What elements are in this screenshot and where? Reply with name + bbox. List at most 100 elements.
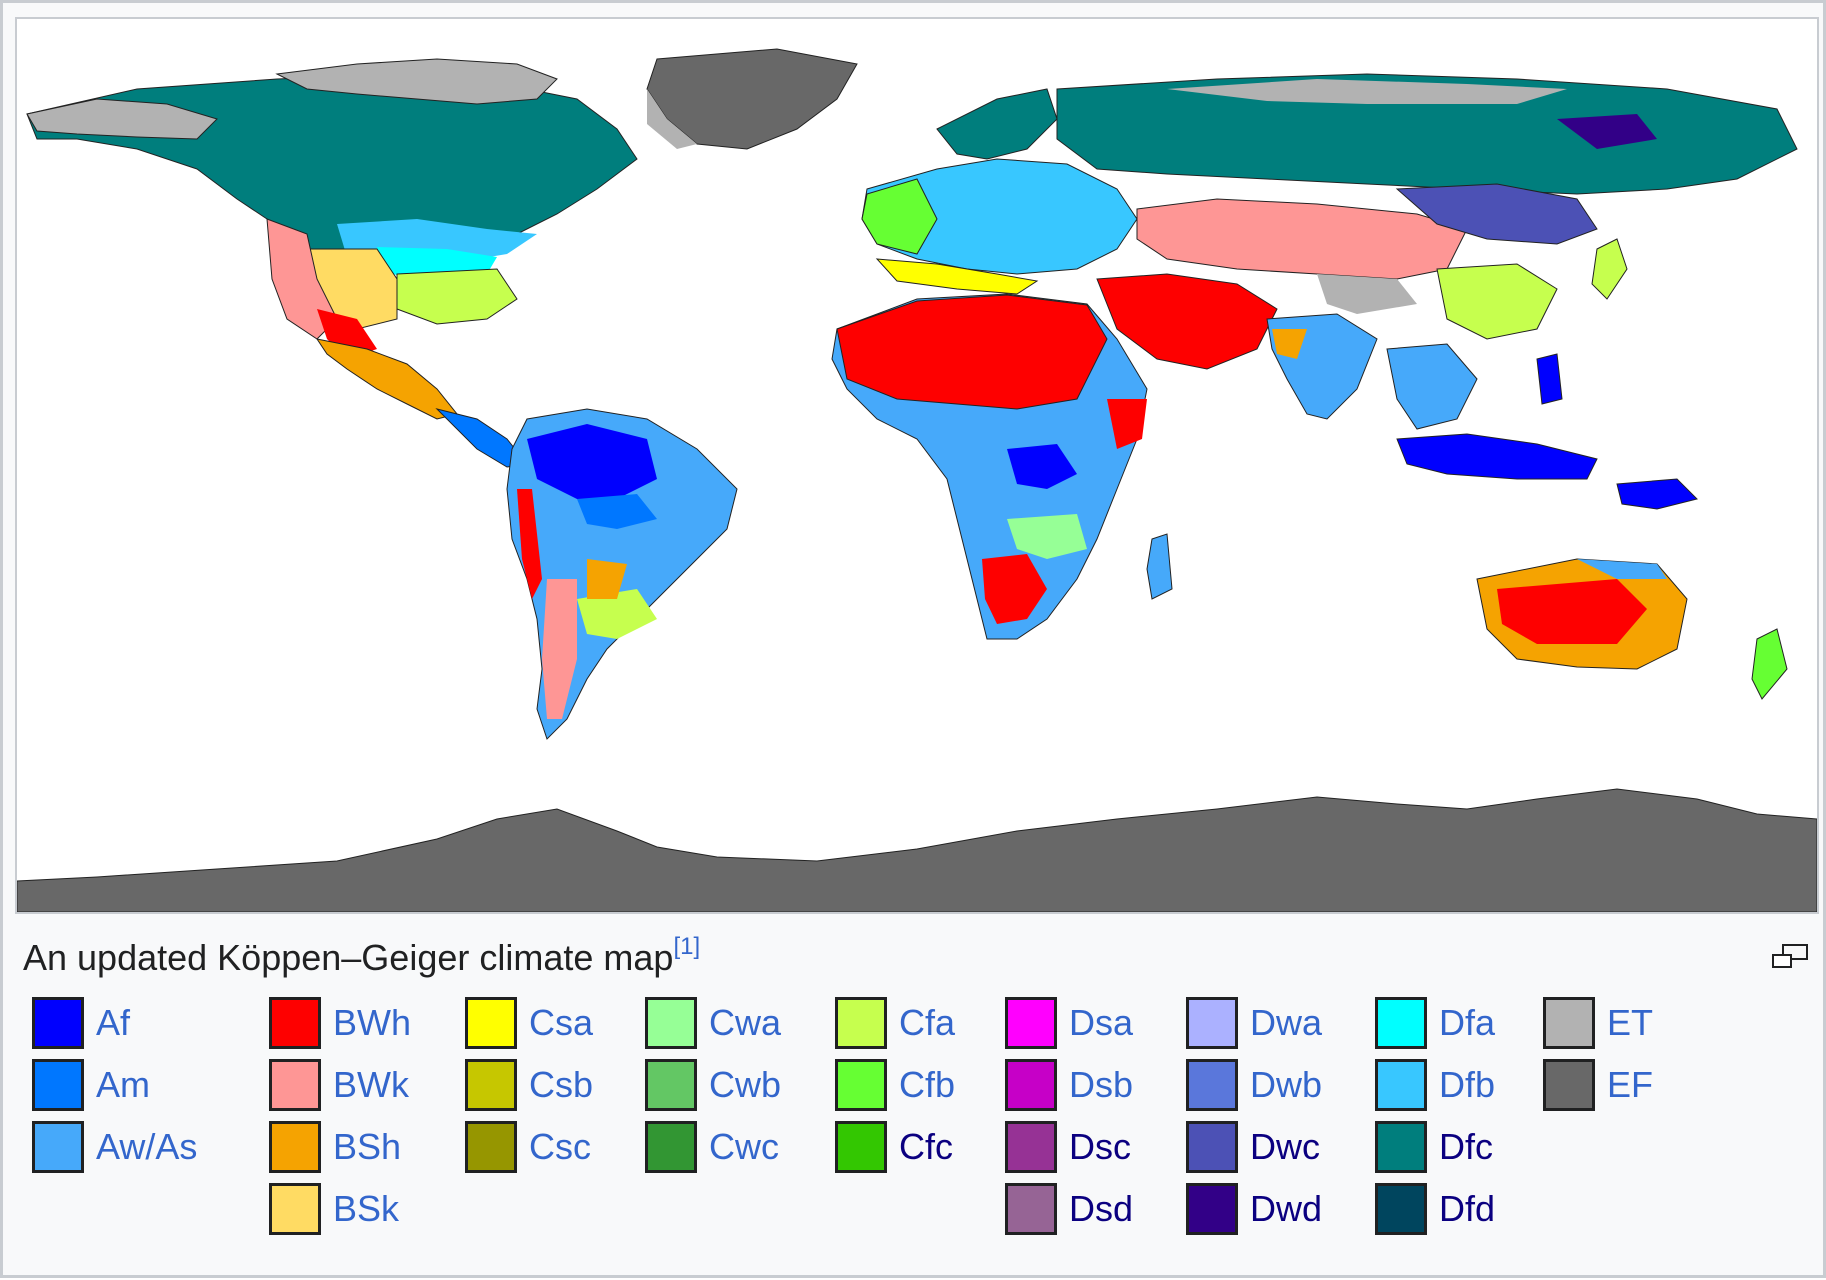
legend-label[interactable]: Dsa bbox=[1069, 1002, 1134, 1043]
new-guinea bbox=[1616, 478, 1698, 510]
climate-map[interactable] bbox=[15, 17, 1819, 914]
legend-label[interactable]: Dsb bbox=[1069, 1064, 1134, 1105]
legend-label[interactable]: Am bbox=[96, 1064, 150, 1105]
legend-item-dsa[interactable]: Dsa bbox=[1005, 995, 1133, 1051]
legend-label[interactable]: Dfc bbox=[1439, 1126, 1493, 1167]
legend-swatch bbox=[465, 1121, 517, 1173]
australia-bwh bbox=[1497, 579, 1647, 644]
legend-swatch bbox=[269, 1121, 321, 1173]
patagonia-bwk bbox=[542, 579, 577, 719]
legend-item-bsk[interactable]: BSk bbox=[269, 1181, 399, 1237]
legend-item-csa[interactable]: Csa bbox=[465, 995, 593, 1051]
legend-label[interactable]: Csa bbox=[529, 1002, 594, 1043]
east-asia-cfa bbox=[1436, 263, 1558, 340]
antarctica bbox=[17, 788, 1817, 912]
mongolia-dwb bbox=[1395, 183, 1598, 245]
world-map-svg bbox=[17, 48, 1817, 912]
legend-item-dsc[interactable]: Dsc bbox=[1005, 1119, 1131, 1175]
legend-item-dfd[interactable]: Dfd bbox=[1375, 1181, 1495, 1237]
europe-cfb bbox=[861, 178, 938, 255]
australia-aw bbox=[1577, 559, 1667, 579]
legend-item-cfc[interactable]: Cfc bbox=[835, 1119, 953, 1175]
legend-label[interactable]: Cfb bbox=[899, 1064, 956, 1105]
sa-bsh bbox=[587, 559, 627, 599]
legend-swatch bbox=[32, 1121, 84, 1173]
new-zealand bbox=[1751, 628, 1788, 700]
legend-swatch bbox=[1375, 997, 1427, 1049]
legend-item-dwc[interactable]: Dwc bbox=[1186, 1119, 1320, 1175]
legend-item-af[interactable]: Af bbox=[32, 995, 130, 1051]
legend-label[interactable]: Cfa bbox=[899, 1002, 956, 1043]
siberia-dwd bbox=[1557, 114, 1657, 149]
legend-label[interactable]: Cwc bbox=[709, 1126, 779, 1167]
legend-item-cfa[interactable]: Cfa bbox=[835, 995, 955, 1051]
madagascar bbox=[1146, 533, 1173, 600]
legend-label[interactable]: ET bbox=[1607, 1002, 1654, 1043]
india-bsh bbox=[1272, 329, 1307, 359]
legend-item-bsh[interactable]: BSh bbox=[269, 1119, 401, 1175]
legend-label[interactable]: BWk bbox=[333, 1064, 409, 1105]
legend-label[interactable]: Csb bbox=[529, 1064, 594, 1105]
legend-item-dwd[interactable]: Dwd bbox=[1186, 1181, 1322, 1237]
legend-label[interactable]: BSk bbox=[333, 1188, 400, 1229]
legend-label[interactable]: Aw/As bbox=[96, 1126, 198, 1167]
legend-label[interactable]: Dfb bbox=[1439, 1064, 1496, 1105]
legend-item-dfb[interactable]: Dfb bbox=[1375, 1057, 1495, 1113]
legend-item-dfc[interactable]: Dfc bbox=[1375, 1119, 1493, 1175]
legend-item-bwk[interactable]: BWk bbox=[269, 1057, 409, 1113]
legend-label[interactable]: BSh bbox=[333, 1126, 402, 1167]
legend-item-dsd[interactable]: Dsd bbox=[1005, 1181, 1133, 1237]
legend-item-cwc[interactable]: Cwc bbox=[645, 1119, 779, 1175]
japan bbox=[1591, 238, 1628, 300]
legend-swatch bbox=[1005, 1183, 1057, 1235]
legend-label[interactable]: EF bbox=[1607, 1064, 1654, 1105]
legend-item-dwa[interactable]: Dwa bbox=[1186, 995, 1322, 1051]
legend-item-bwh[interactable]: BWh bbox=[269, 995, 411, 1051]
figure-caption: An updated Köppen–Geiger climate map[1] bbox=[23, 933, 701, 979]
legend-label[interactable]: Dsc bbox=[1069, 1126, 1131, 1167]
legend-item-dfa[interactable]: Dfa bbox=[1375, 995, 1495, 1051]
mexico bbox=[315, 338, 458, 420]
legend-label[interactable]: Cwb bbox=[709, 1064, 782, 1105]
legend-item-am[interactable]: Am bbox=[32, 1057, 150, 1113]
legend-item-cwa[interactable]: Cwa bbox=[645, 995, 781, 1051]
legend-label[interactable]: Dwc bbox=[1250, 1126, 1320, 1167]
legend-swatch bbox=[465, 997, 517, 1049]
tibet-et bbox=[1317, 274, 1417, 314]
legend-swatch bbox=[1186, 997, 1238, 1049]
legend-label[interactable]: Cfc bbox=[899, 1126, 953, 1167]
amazon-af bbox=[527, 424, 657, 499]
legend-item-et[interactable]: ET bbox=[1543, 995, 1653, 1051]
mediterranean-csa bbox=[875, 258, 1039, 295]
enlarge-icon[interactable] bbox=[1771, 943, 1809, 971]
legend-item-cwb[interactable]: Cwb bbox=[645, 1057, 781, 1113]
legend-label[interactable]: Csc bbox=[529, 1126, 591, 1167]
horn-bwh bbox=[1107, 399, 1147, 449]
legend-item-aw-as[interactable]: Aw/As bbox=[32, 1119, 197, 1175]
legend-label[interactable]: Af bbox=[96, 1002, 131, 1043]
legend-label[interactable]: Cwa bbox=[709, 1002, 782, 1043]
legend-label[interactable]: Dfa bbox=[1439, 1002, 1496, 1043]
arctic-asia bbox=[1167, 79, 1567, 104]
legend-label[interactable]: BWh bbox=[333, 1002, 412, 1043]
central-asia-bwk bbox=[1136, 198, 1468, 280]
southern-africa-cwa bbox=[1007, 514, 1087, 559]
legend-swatch bbox=[835, 997, 887, 1049]
legend-label[interactable]: Dsd bbox=[1069, 1188, 1134, 1229]
legend-label[interactable]: Dfd bbox=[1439, 1188, 1496, 1229]
legend-label[interactable]: Dwd bbox=[1250, 1188, 1323, 1229]
reference-link[interactable]: [1] bbox=[673, 933, 701, 960]
greenland-coast bbox=[647, 89, 697, 149]
legend-item-dsb[interactable]: Dsb bbox=[1005, 1057, 1133, 1113]
legend-label[interactable]: Dwa bbox=[1250, 1002, 1323, 1043]
legend-item-cfb[interactable]: Cfb bbox=[835, 1057, 955, 1113]
legend-item-csb[interactable]: Csb bbox=[465, 1057, 593, 1113]
europe bbox=[861, 158, 1138, 275]
legend-item-dwb[interactable]: Dwb bbox=[1186, 1057, 1322, 1113]
legend-label[interactable]: Dwb bbox=[1250, 1064, 1323, 1105]
legend-swatch bbox=[1186, 1059, 1238, 1111]
legend-item-csc[interactable]: Csc bbox=[465, 1119, 591, 1175]
southern-africa-bwh bbox=[982, 554, 1047, 624]
legend-item-ef[interactable]: EF bbox=[1543, 1057, 1653, 1113]
